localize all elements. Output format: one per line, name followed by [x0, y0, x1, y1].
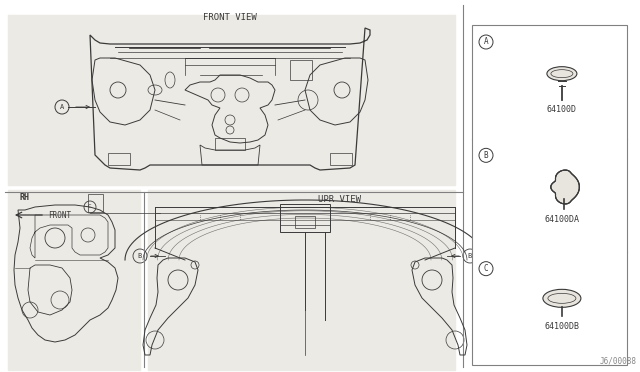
Text: UPR VIEW: UPR VIEW [319, 196, 362, 205]
Bar [148, 190, 456, 370]
Text: B: B [468, 253, 472, 259]
Text: 64100D: 64100D [547, 105, 577, 114]
Bar [88, 194, 103, 212]
Text: RH: RH [20, 192, 30, 202]
Ellipse shape [543, 289, 581, 307]
Bar [280, 204, 330, 232]
Text: A: A [484, 38, 488, 46]
Text: A: A [60, 104, 64, 110]
Text: B: B [484, 151, 488, 160]
Text: 64100DB: 64100DB [545, 322, 579, 331]
Text: B: B [138, 253, 142, 259]
Text: FRONT VIEW: FRONT VIEW [203, 13, 257, 22]
Bar [330, 153, 352, 165]
Bar [8, 15, 456, 185]
Text: J6/00088: J6/00088 [600, 357, 637, 366]
Text: FRONT: FRONT [48, 211, 71, 219]
Bar [108, 153, 130, 165]
Text: C: C [88, 205, 92, 209]
Ellipse shape [547, 67, 577, 81]
Bar [295, 216, 315, 228]
Bar [472, 25, 627, 365]
Text: 64100DA: 64100DA [545, 215, 579, 224]
Text: C: C [484, 264, 488, 273]
Bar [215, 138, 245, 150]
Polygon shape [551, 170, 579, 204]
Bar [8, 190, 140, 370]
Bar [290, 60, 312, 80]
